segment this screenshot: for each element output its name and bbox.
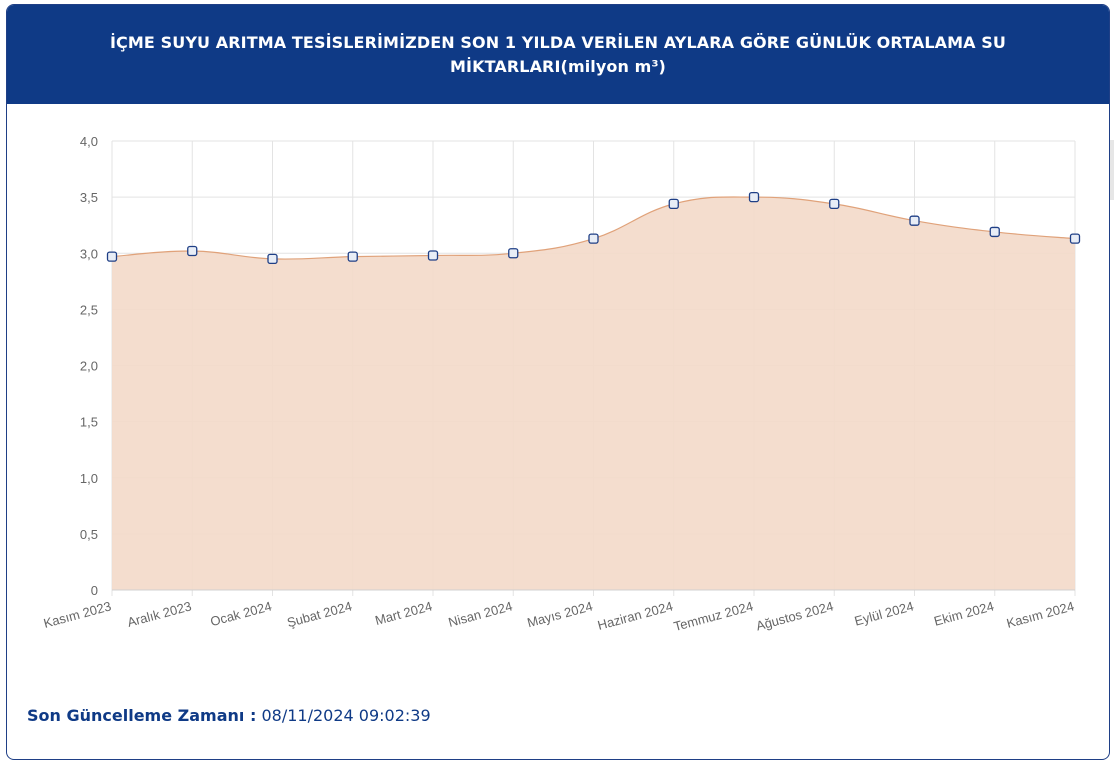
data-point — [187, 245, 198, 257]
y-tick-label: 0 — [91, 583, 98, 598]
data-point — [909, 215, 920, 226]
y-tick-label: 2,5 — [80, 302, 98, 317]
x-tick-label: Eylül 2024 — [853, 598, 916, 628]
x-tick-label: Şubat 2024 — [285, 598, 353, 630]
x-tick-label: Ocak 2024 — [209, 598, 274, 629]
data-point — [588, 233, 599, 244]
data-point — [267, 253, 278, 265]
y-tick-label: 2,0 — [80, 359, 98, 374]
data-point — [508, 248, 519, 259]
last-update-timestamp: 08/11/2024 09:02:39 — [261, 706, 431, 725]
x-tick-label: Kasım 2024 — [1005, 598, 1076, 630]
data-point — [106, 251, 118, 262]
x-tick-label: Ekim 2024 — [932, 598, 995, 628]
y-tick-label: 1,0 — [80, 471, 98, 486]
data-point — [748, 191, 760, 203]
y-tick-label: 4,0 — [80, 134, 98, 149]
x-tick-label: Haziran 2024 — [596, 598, 675, 633]
x-tick-label: Temmuz 2024 — [672, 598, 755, 634]
x-tick-label: Ağustos 2024 — [754, 598, 835, 633]
data-point — [1069, 233, 1081, 244]
data-point — [989, 226, 1000, 238]
last-update: Son Güncelleme Zamanı : 08/11/2024 09:02… — [27, 706, 431, 725]
y-tick-label: 0,5 — [80, 527, 98, 542]
y-tick-label: 3,0 — [80, 246, 98, 261]
x-tick-label: Mayıs 2024 — [525, 598, 594, 630]
y-tick-label: 1,5 — [80, 415, 98, 430]
x-tick-label: Mart 2024 — [373, 598, 433, 628]
chart-header: İÇME SUYU ARITMA TESİSLERİMİZDEN SON 1 Y… — [7, 5, 1109, 104]
area-fill — [112, 197, 1075, 590]
last-update-label: Son Güncelleme Zamanı : — [27, 706, 257, 725]
scrollbar[interactable] — [1110, 140, 1114, 200]
data-point — [668, 198, 679, 210]
x-tick-label: Kasım 2023 — [42, 598, 113, 630]
data-point — [427, 250, 439, 261]
chart-title: İÇME SUYU ARITMA TESİSLERİMİZDEN SON 1 Y… — [109, 32, 1007, 76]
x-tick-label: Nisan 2024 — [447, 598, 514, 630]
y-tick-label: 3,5 — [80, 190, 98, 205]
data-point — [829, 198, 840, 210]
x-tick-label: Aralık 2023 — [126, 598, 193, 630]
data-point — [347, 251, 358, 262]
